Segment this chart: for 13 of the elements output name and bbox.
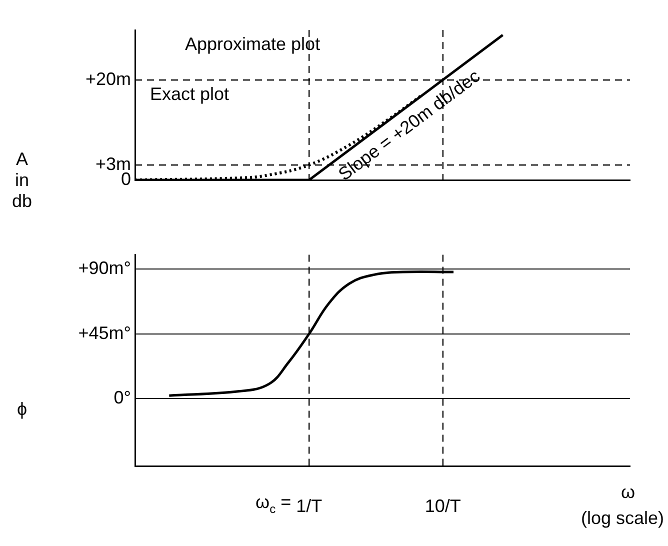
annotation: Exact plot	[150, 84, 230, 104]
y-tick-label: +45m°	[78, 322, 131, 343]
y-tick-label: 0°	[114, 387, 131, 408]
text: (log scale)	[580, 508, 664, 528]
x-tick-label: 1/T	[296, 496, 322, 516]
annotation: Approximate plot	[185, 34, 320, 54]
y-axis-title: ϕ	[16, 399, 28, 419]
y-axis-title: A in db	[12, 149, 32, 211]
x-tick-label: 10/T	[424, 496, 461, 516]
y-tick-label: +90m°	[78, 258, 131, 278]
y-tick-label: 0	[120, 168, 131, 189]
x-axis-title: ω	[620, 482, 636, 502]
y-tick-label: +20m	[85, 68, 131, 89]
